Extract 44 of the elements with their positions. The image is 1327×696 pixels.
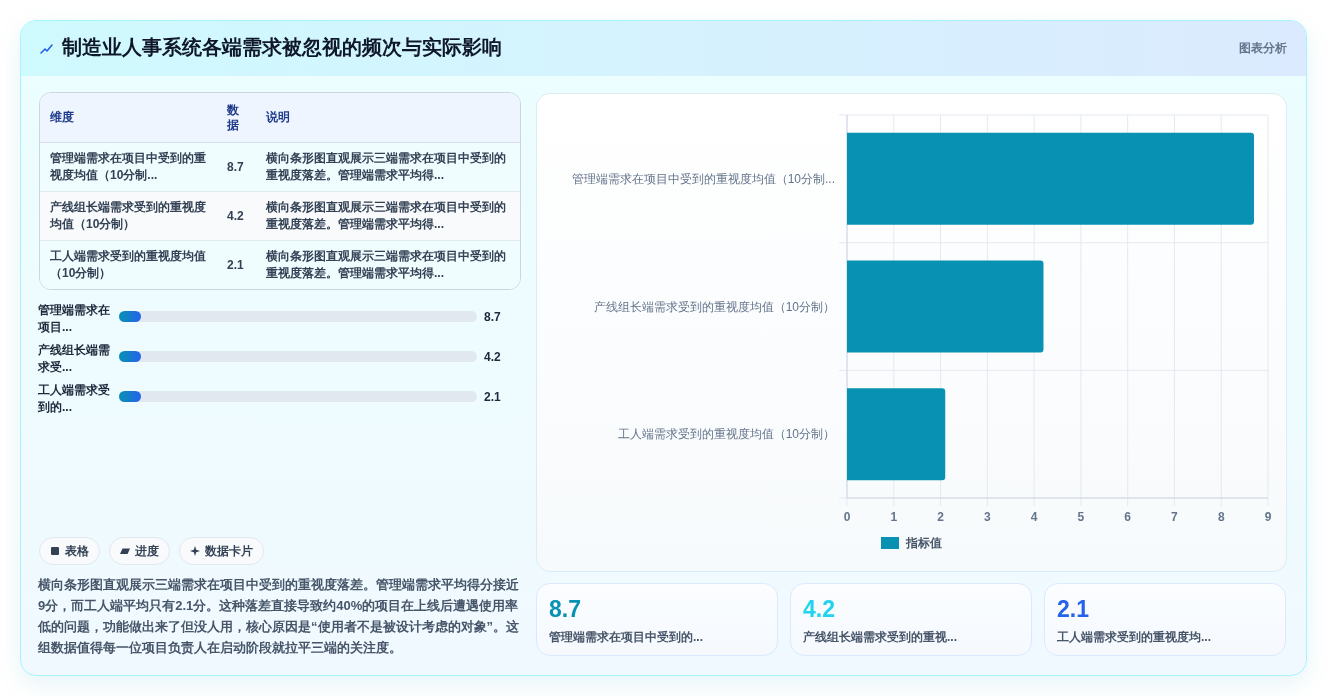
button: 进度 [109,537,170,565]
data-label: 2.1 [227,257,244,273]
category-label: 产线组长端需求受... [38,341,111,376]
data-label: 2.1 [1057,595,1089,623]
x-tick-label: 5 [1077,510,1085,524]
text: 横向条形图直观展示三端需求在项目中受到的重视度落差。管理端需求平均得... [266,248,507,282]
x-tick-label: 6 [1124,510,1132,524]
text: 维度 [50,110,75,125]
text: 横向条形图直观展示三端需求在项目中受到的重视度落差。管理端需求平均得... [266,150,507,184]
data-label: 4.2 [803,595,835,623]
text: 图表分析 [1239,40,1287,56]
x-tick-label: 4 [1030,510,1038,524]
x-tick-label: 9 [1264,510,1272,524]
button: 表格 [39,537,100,565]
category-label: 工人端需求受到的... [38,381,111,416]
x-tick-label: 7 [1171,510,1179,524]
y-tick-label: 管理端需求在项目中受到的重视度均值（10分制... [571,171,835,186]
category-label: 产线组长端需求受到的重视... [803,629,958,645]
data-label: 8.7 [484,308,501,325]
text: 横向条形图直观展示三端需求在项目中受到的重视度落差。管理端需求平均得... [266,199,507,233]
button: 数据卡片 [179,537,264,565]
x-tick-label: 2 [937,510,945,524]
text: 横向条形图直观展示三端需求在项目中受到的重视度落差。管理端需求平均得分接近9分，而工人端平均只有2.1分。这种落差直接导致约40%的项目在上线后遭遇使用率低的问题，功能做出来了但没人用，核心原因是“使用者不是被设计考虑的对象”。这组数据值得每一位项目负责人在启动阶段就拉平三端的关注度。 [38,576,520,657]
x-tick-label: 0 [843,510,851,524]
text: 说明 [266,110,291,125]
category-label: 管理端需求在项目... [38,301,111,336]
data-label: 2.1 [484,388,501,405]
x-tick-label: 3 [983,510,991,524]
data-label: 8.7 [227,159,244,175]
category-label: 工人端需求受到的重视度均值（10分制） [50,248,207,282]
category-label: 产线组长端需求受到的重视度均值（10分制） [50,199,207,233]
legend-label: 指标值 [905,536,942,550]
y-tick-label: 工人端需求受到的重视度均值（10分制） [617,427,835,442]
text: 数据 [227,103,240,133]
x-tick-label: 8 [1217,510,1225,524]
text: 制造业人事系统各端需求被忽视的频次与实际影响 [62,35,502,60]
category-label: 工人端需求受到的重视度均... [1057,629,1212,645]
category-label: 管理端需求在项目中受到的重视度均值（10分制... [50,150,207,184]
data-label: 4.2 [227,208,244,224]
category-label: 管理端需求在项目中受到的... [549,629,704,645]
data-label: 8.7 [549,595,581,623]
x-tick-label: 1 [890,510,898,524]
data-label: 4.2 [484,348,501,365]
y-tick-label: 产线组长端需求受到的重视度均值（10分制） [593,299,835,314]
